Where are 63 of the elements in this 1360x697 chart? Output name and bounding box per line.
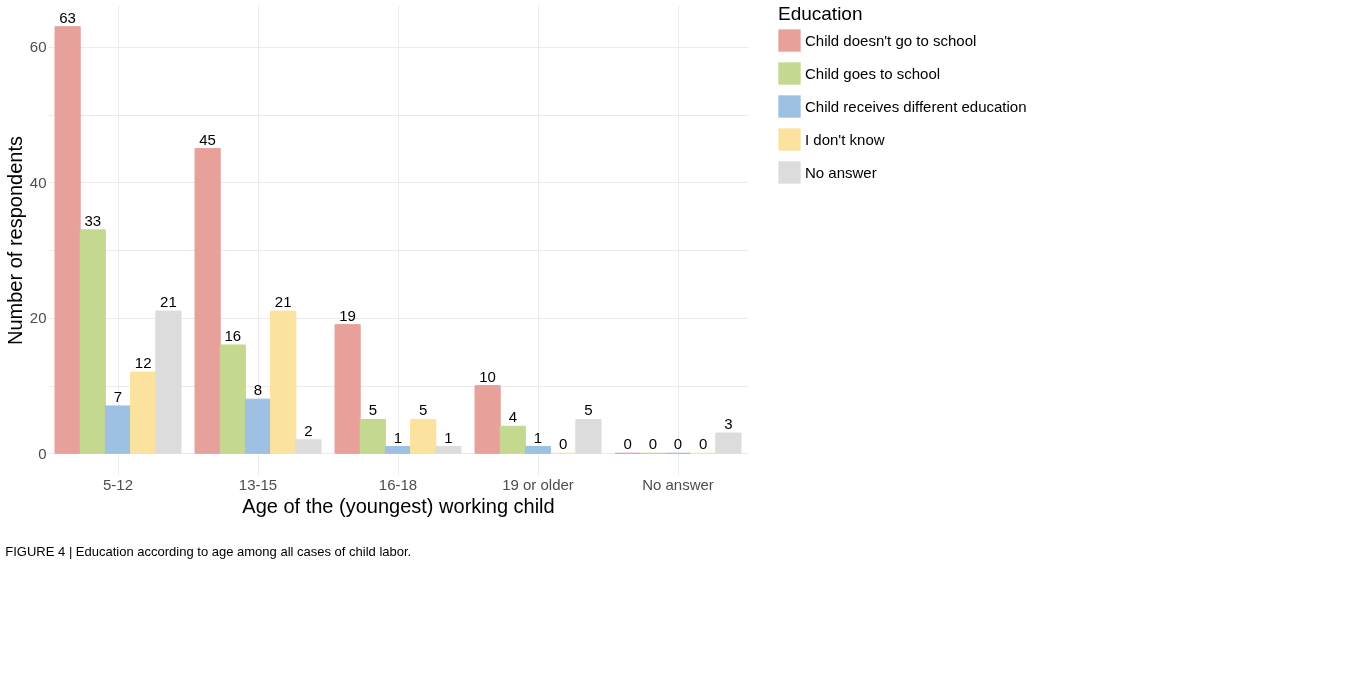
x-tick-label: 16-18 [378, 475, 418, 493]
y-axis-title: Number of respondents [3, 135, 26, 346]
data-label: 63 [59, 8, 76, 26]
data-label: 0 [648, 435, 657, 453]
bar [244, 398, 272, 454]
legend-label: No answer [805, 163, 877, 181]
x-tick-label: 13-15 [238, 475, 278, 493]
bar [295, 439, 322, 454]
data-label: 19 [339, 306, 356, 324]
bar [715, 432, 742, 454]
data-label: 10 [479, 367, 496, 385]
data-label: 8 [253, 381, 263, 399]
data-label: 7 [113, 387, 123, 405]
bar [54, 26, 81, 454]
bar [410, 418, 437, 454]
y-tick-label: 40 [29, 173, 47, 191]
data-label: 21 [160, 293, 177, 311]
data-label: 4 [508, 408, 517, 426]
bar [359, 418, 386, 454]
bar [524, 446, 552, 454]
data-label: 5 [419, 401, 428, 419]
data-label: 1 [444, 428, 453, 446]
bar [384, 446, 412, 454]
data-label: 0 [623, 435, 632, 453]
data-label: 21 [274, 293, 292, 311]
data-label: 0 [699, 435, 708, 453]
data-label: 3 [724, 415, 733, 433]
legend-label: Child doesn't go to school [805, 31, 977, 49]
bar [219, 344, 246, 454]
bar [155, 310, 182, 454]
legend-label: I don't know [805, 130, 885, 148]
y-tick-label: 0 [38, 444, 47, 462]
x-axis-title: Age of the (youngest) working child [242, 494, 555, 517]
data-label: 45 [199, 130, 216, 148]
y-tick-label: 60 [29, 38, 47, 56]
bar [270, 310, 297, 454]
data-label: 2 [304, 421, 313, 439]
data-label: 5 [368, 401, 377, 419]
data-label: 0 [559, 435, 568, 453]
data-label: 1 [533, 428, 543, 446]
bar [435, 446, 462, 454]
data-label: 33 [84, 211, 102, 229]
bar [334, 324, 361, 454]
bar [474, 385, 501, 454]
bar [575, 418, 602, 454]
y-tick-label: 20 [29, 309, 47, 327]
x-tick-label: No answer [642, 475, 714, 493]
legend-title: Education [778, 3, 863, 24]
legend-label: Child receives different education [805, 97, 1027, 115]
legend-label: Child goes to school [805, 64, 941, 82]
caption: FIGURE 4 | Education according to age among all cases of child labor. [5, 544, 412, 559]
bar [499, 425, 526, 454]
data-label: 1 [393, 428, 403, 446]
data-label: 5 [584, 401, 593, 419]
bar [130, 371, 157, 454]
data-label: 0 [673, 435, 683, 453]
data-label: 12 [134, 354, 152, 372]
data-label: 16 [224, 326, 242, 344]
bar [104, 405, 132, 454]
bar [194, 148, 221, 454]
bar [79, 229, 106, 454]
x-tick-label: 5-12 [102, 475, 134, 493]
x-tick-label: 19 or older [502, 475, 574, 493]
